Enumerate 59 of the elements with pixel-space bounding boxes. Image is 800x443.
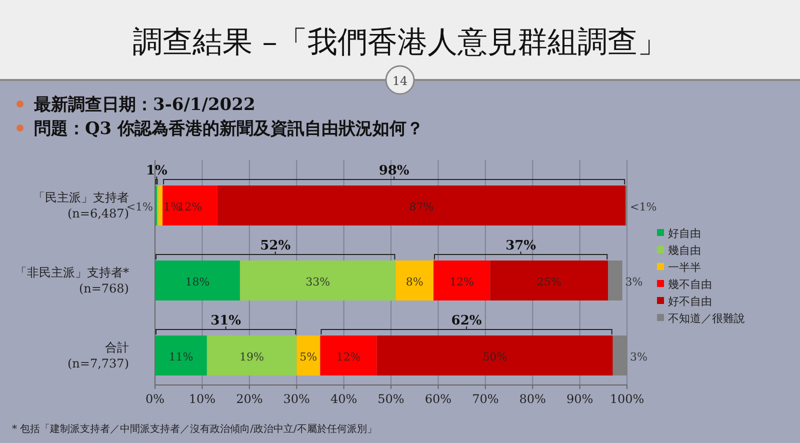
- annotation: 31%: [210, 314, 242, 328]
- y-tick-label: 合計 (n=7,737): [68, 340, 129, 370]
- x-tick-label: 50%: [378, 392, 404, 406]
- x-tick-label: 30%: [283, 392, 310, 406]
- chart-title: 調查結果 –「我們香港人意見群組調查」: [132, 25, 668, 60]
- bar: [320, 336, 377, 376]
- y-tick-label: 「民主派」支持者 (n=6,487): [33, 190, 129, 220]
- bar: [612, 336, 627, 376]
- x-tick-label: 70%: [472, 392, 499, 406]
- bar: [490, 260, 608, 300]
- annotation: 52%: [260, 238, 292, 254]
- x-tick-label: 40%: [330, 392, 358, 406]
- bar: [296, 336, 320, 376]
- data-label: 87%: [409, 200, 434, 214]
- bar: [206, 336, 297, 376]
- bar: [158, 186, 163, 226]
- bar: [376, 336, 613, 376]
- x-tick-label: 80%: [519, 392, 546, 406]
- x-tick-label: 90%: [566, 392, 594, 406]
- bar: [155, 260, 240, 300]
- data-label: 8%: [406, 276, 424, 288]
- data-label: 50%: [482, 350, 508, 364]
- bar: [396, 260, 434, 300]
- annotation: 1%: [146, 164, 168, 178]
- data-label: 12%: [336, 350, 361, 364]
- data-label: <1%: [630, 200, 657, 214]
- legend-label: 好不自由: [668, 295, 712, 308]
- data-label: 5%: [300, 350, 318, 364]
- x-tick-label: 100%: [610, 392, 644, 406]
- text: 14: [392, 74, 408, 88]
- x-tick-label: 60%: [424, 392, 452, 406]
- data-label: 11%: [168, 350, 194, 364]
- y-tick-label: 「非民主派」支持者* (n=768): [15, 266, 129, 296]
- data-label: 12%: [450, 276, 474, 288]
- annotation: 98%: [378, 164, 410, 178]
- bar: [608, 260, 622, 300]
- data-label: 3%: [630, 350, 648, 364]
- text: * 包括「建制派支持者／中間派支持者／沒有政治傾向/政治中立/不屬於任何派別」: [12, 423, 377, 435]
- legend-label: 幾不自由: [668, 278, 712, 291]
- data-label: 18%: [185, 276, 210, 288]
- bar: [240, 260, 396, 300]
- legend-label: 一半半: [668, 261, 701, 274]
- legend-label: 好自由: [668, 227, 701, 240]
- chart-subtitle: 最新調查日期：3-6/1/2022 問題：Q3 你認為香港的新聞及資訊自由狀況如何？: [33, 95, 424, 139]
- legend-label: 幾自由: [668, 244, 701, 257]
- x-tick-label: 10%: [188, 392, 216, 406]
- annotation: 37%: [506, 238, 537, 254]
- data-label: 19%: [240, 350, 264, 364]
- x-tick-label: 20%: [236, 392, 263, 406]
- data-label: 25%: [536, 276, 562, 288]
- bar: [162, 186, 218, 226]
- bar: [217, 186, 626, 226]
- legend-label: 不知道／很難說: [668, 312, 745, 325]
- data-label: 3%: [625, 276, 643, 288]
- annotation: 62%: [451, 314, 482, 328]
- bar: [433, 260, 490, 300]
- x-tick-label: 0%: [145, 392, 165, 406]
- bar: [155, 336, 207, 376]
- data-label: 33%: [306, 276, 330, 288]
